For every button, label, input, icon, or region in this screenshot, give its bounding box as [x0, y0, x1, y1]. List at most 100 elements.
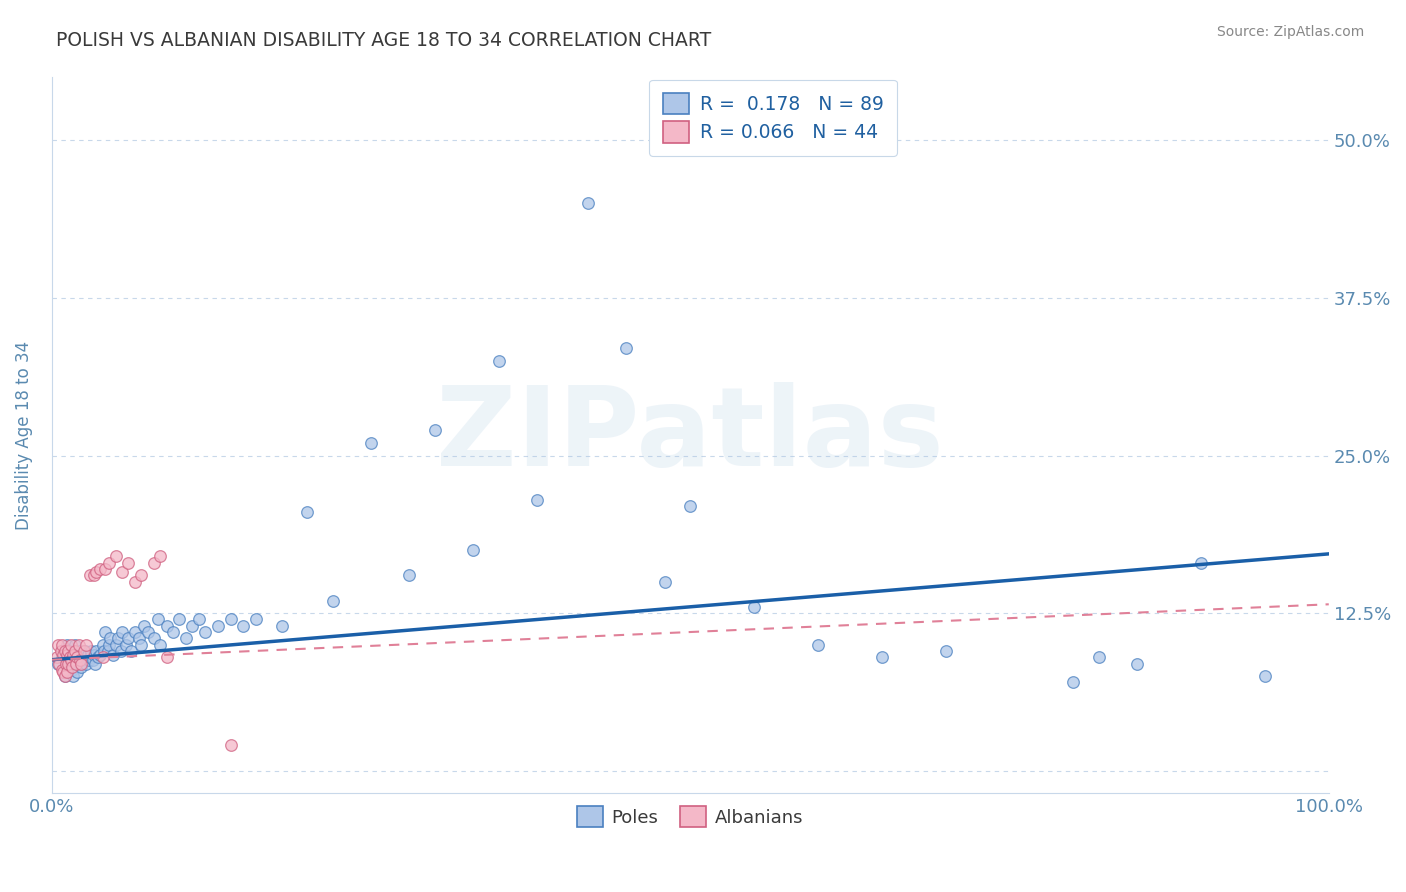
Point	[245, 612, 267, 626]
Point	[56, 638, 79, 652]
Point	[124, 574, 146, 589]
Point	[120, 644, 142, 658]
Point	[174, 632, 197, 646]
Point	[75, 657, 97, 671]
Point	[156, 618, 179, 632]
Point	[219, 739, 242, 753]
Point	[360, 436, 382, 450]
Point	[53, 644, 76, 658]
Point	[654, 574, 676, 589]
Point	[46, 657, 69, 671]
Point	[91, 650, 114, 665]
Point	[56, 663, 79, 677]
Point	[104, 638, 127, 652]
Point	[63, 644, 86, 658]
Point	[69, 650, 91, 665]
Point	[80, 644, 103, 658]
Point	[49, 644, 72, 658]
Point	[76, 648, 98, 662]
Point	[83, 648, 105, 662]
Y-axis label: Disability Age 18 to 34: Disability Age 18 to 34	[15, 341, 32, 530]
Point	[72, 653, 94, 667]
Point	[219, 612, 242, 626]
Point	[679, 499, 702, 513]
Point	[53, 669, 76, 683]
Point	[60, 663, 83, 677]
Point	[807, 638, 830, 652]
Point	[65, 657, 87, 671]
Point	[65, 657, 87, 671]
Point	[169, 612, 191, 626]
Point	[60, 660, 83, 674]
Point	[100, 632, 122, 646]
Point	[1189, 556, 1212, 570]
Point	[86, 644, 108, 658]
Point	[63, 650, 86, 665]
Point	[156, 650, 179, 665]
Point	[66, 650, 89, 665]
Point	[53, 644, 76, 658]
Point	[194, 625, 217, 640]
Point	[526, 492, 548, 507]
Point	[79, 650, 101, 665]
Point	[94, 562, 117, 576]
Point	[488, 354, 510, 368]
Legend: Poles, Albanians: Poles, Albanians	[571, 799, 810, 834]
Point	[111, 625, 134, 640]
Point	[136, 625, 159, 640]
Point	[398, 568, 420, 582]
Point	[66, 665, 89, 680]
Point	[59, 650, 82, 665]
Point	[52, 648, 75, 662]
Point	[91, 638, 114, 652]
Point	[66, 648, 89, 662]
Point	[1126, 657, 1149, 671]
Point	[67, 638, 90, 652]
Point	[70, 657, 93, 671]
Point	[232, 618, 254, 632]
Point	[463, 543, 485, 558]
Point	[149, 549, 172, 564]
Point	[51, 663, 73, 677]
Point	[110, 644, 132, 658]
Point	[58, 657, 80, 671]
Point	[48, 657, 70, 671]
Point	[67, 657, 90, 671]
Point	[129, 638, 152, 652]
Point	[55, 657, 77, 671]
Point	[181, 618, 204, 632]
Point	[60, 644, 83, 658]
Point	[56, 665, 79, 680]
Point	[51, 638, 73, 652]
Point	[107, 632, 129, 646]
Point	[1088, 650, 1111, 665]
Text: Source: ZipAtlas.com: Source: ZipAtlas.com	[1216, 25, 1364, 39]
Point	[1254, 669, 1277, 683]
Point	[63, 638, 86, 652]
Point	[576, 196, 599, 211]
Point	[59, 638, 82, 652]
Point	[73, 650, 96, 665]
Point	[142, 556, 165, 570]
Point	[132, 618, 155, 632]
Point	[79, 568, 101, 582]
Point	[52, 665, 75, 680]
Point	[69, 653, 91, 667]
Text: POLISH VS ALBANIAN DISABILITY AGE 18 TO 34 CORRELATION CHART: POLISH VS ALBANIAN DISABILITY AGE 18 TO …	[56, 31, 711, 50]
Point	[187, 612, 209, 626]
Point	[73, 644, 96, 658]
Point	[86, 565, 108, 579]
Point	[114, 638, 136, 652]
Point	[98, 556, 121, 570]
Point	[98, 638, 121, 652]
Point	[53, 669, 76, 683]
Point	[87, 650, 110, 665]
Point	[62, 648, 84, 662]
Point	[58, 644, 80, 658]
Point	[128, 632, 150, 646]
Point	[111, 565, 134, 579]
Point	[94, 625, 117, 640]
Point	[77, 653, 100, 667]
Point	[93, 644, 115, 658]
Point	[270, 618, 292, 632]
